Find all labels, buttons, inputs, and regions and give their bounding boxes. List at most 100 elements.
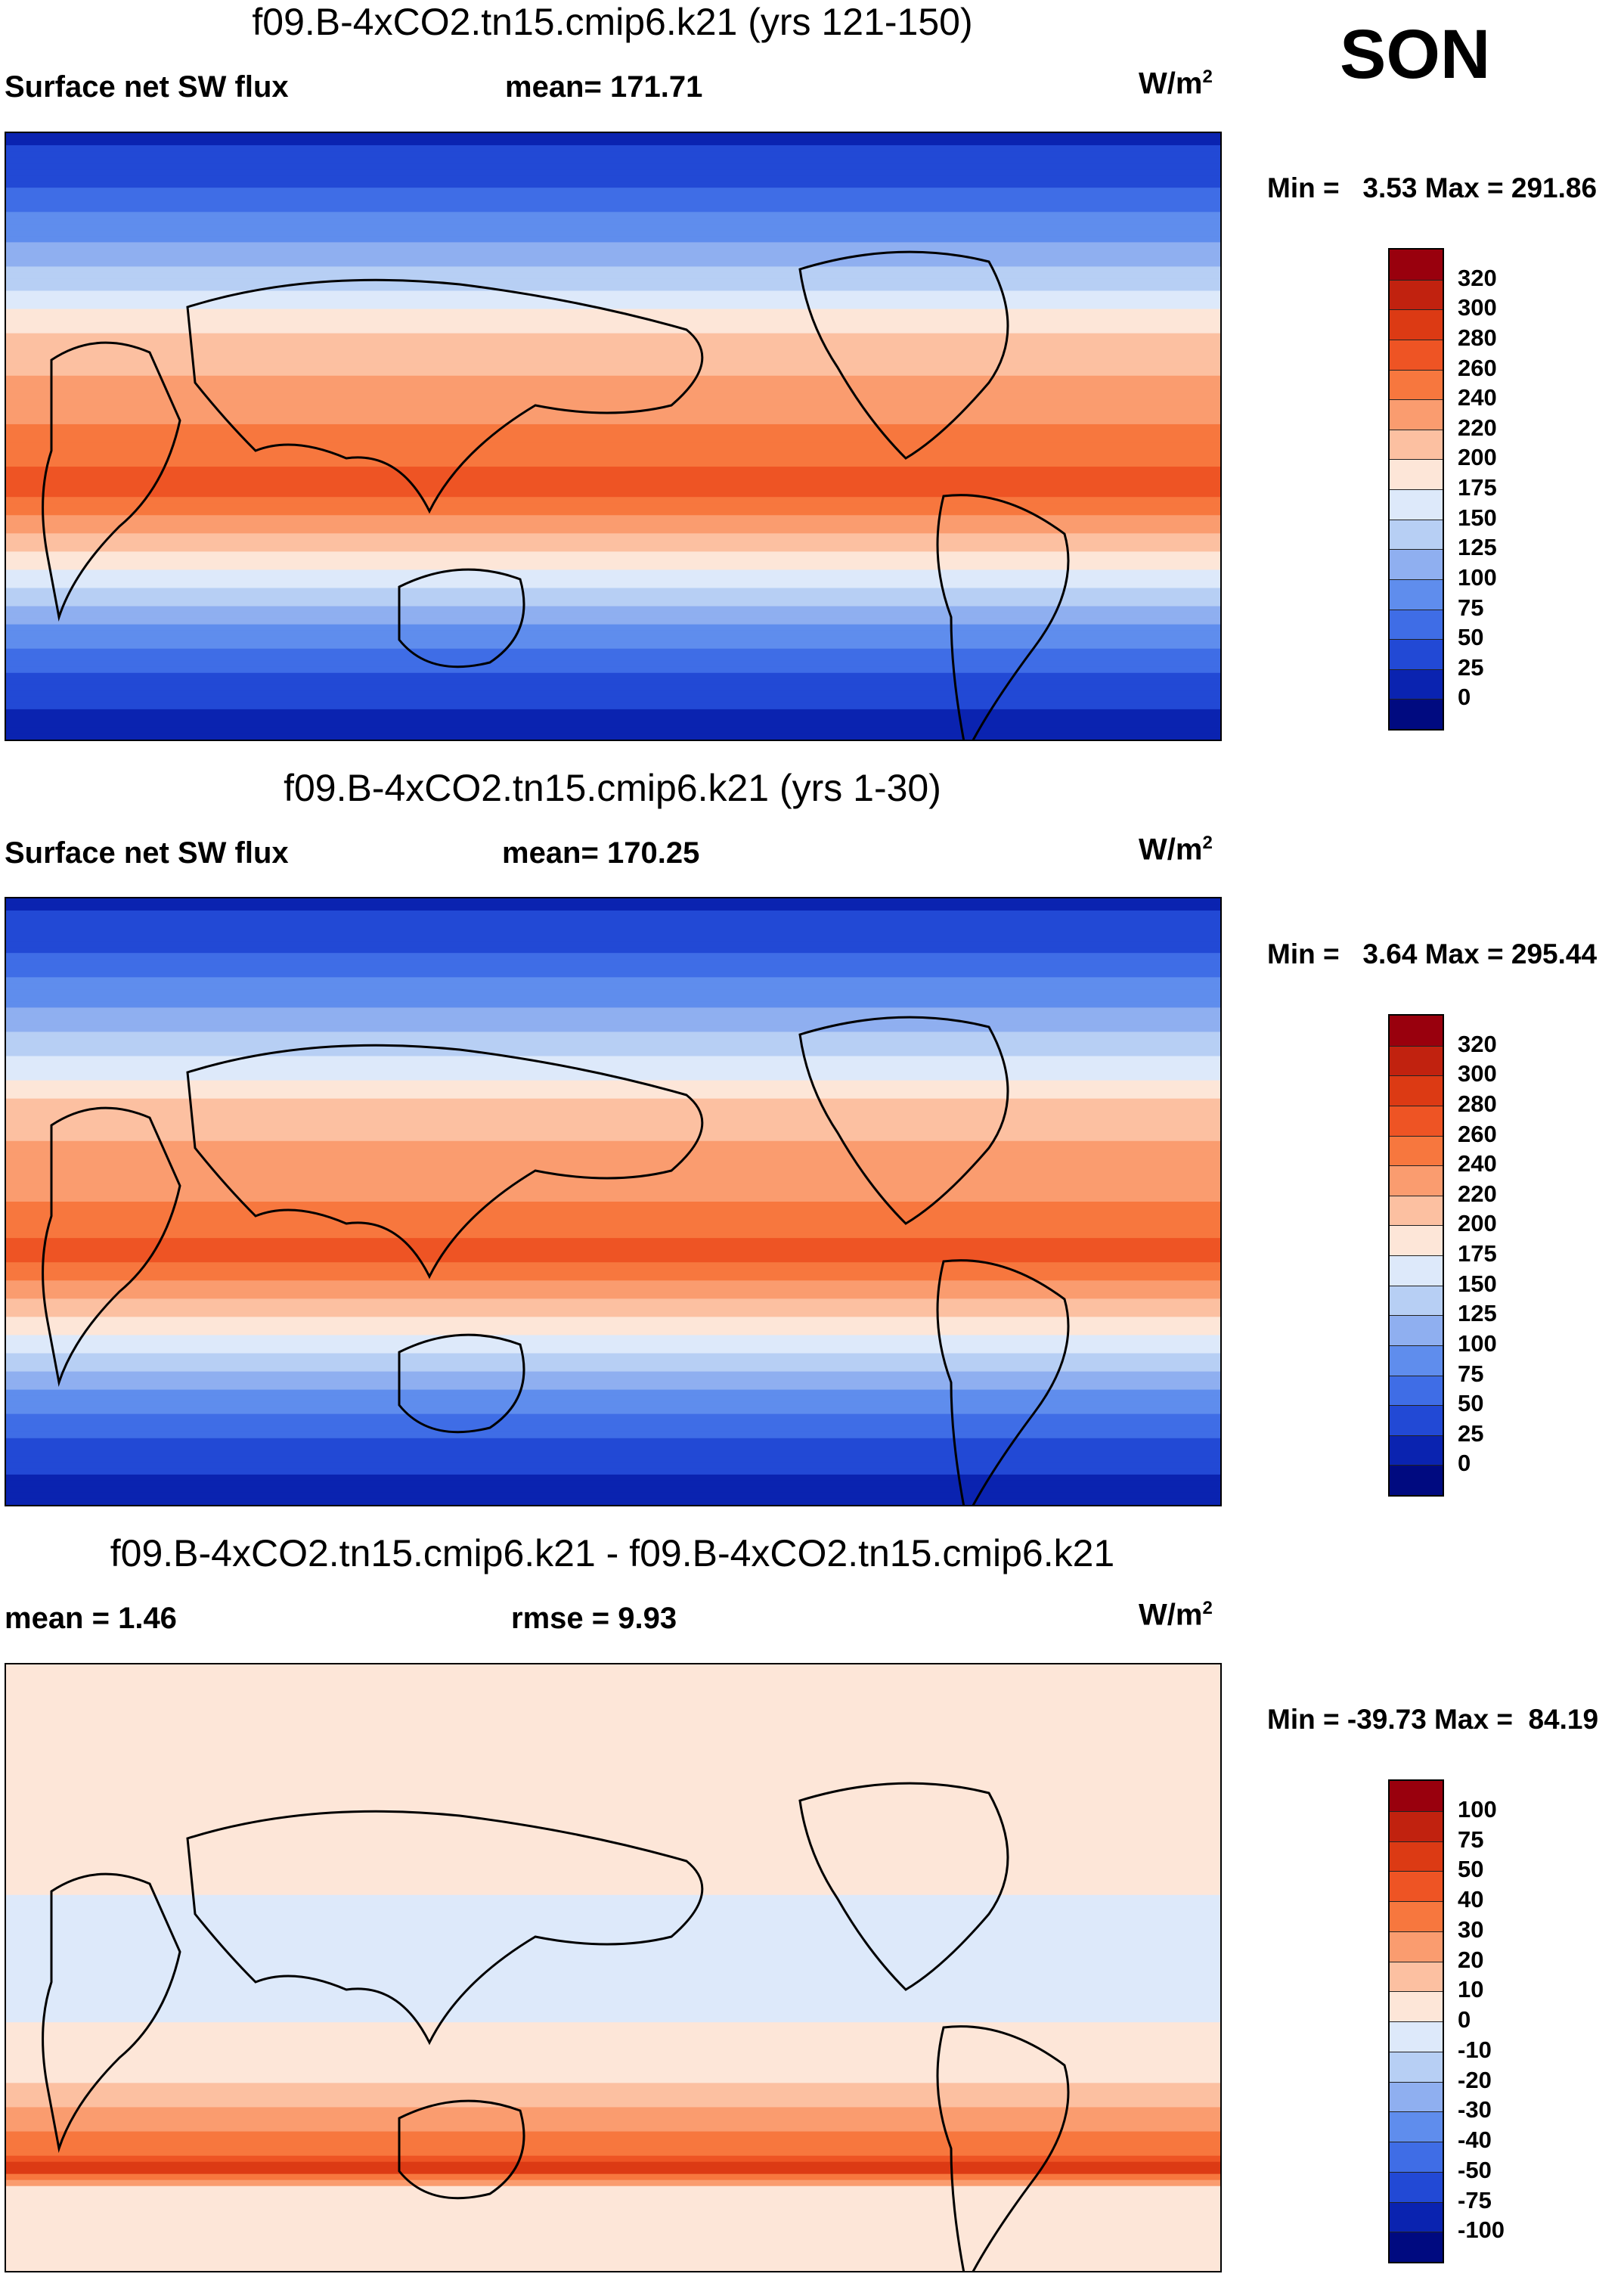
map-latitude-band	[6, 1353, 1220, 1360]
colorbar-segment	[1390, 369, 1443, 400]
map-latitude-band	[6, 1737, 1220, 1744]
map-latitude-band	[6, 315, 1220, 322]
map-latitude-band	[6, 2034, 1220, 2041]
panel2-units-label: W/m2	[1139, 833, 1213, 867]
colorbar-segment	[1390, 1991, 1443, 2021]
panel1-units-base: W/m	[1139, 67, 1203, 101]
map-latitude-band	[6, 181, 1220, 188]
colorbar-segment	[1390, 1016, 1443, 1046]
panel1-title: f09.B-4xCO2.tn15.cmip6.k21 (yrs 121-150)	[252, 1, 973, 43]
map-latitude-band	[6, 1773, 1220, 1780]
colorbar-tick-label: 300	[1458, 294, 1497, 321]
map-latitude-band	[6, 2204, 1220, 2211]
colorbar-segment	[1390, 1195, 1443, 1226]
map-latitude-band	[6, 600, 1220, 607]
map-latitude-band	[6, 339, 1220, 346]
map-latitude-band	[6, 733, 1220, 740]
panel1-colorbar	[1388, 248, 1444, 731]
map-latitude-band	[6, 1056, 1220, 1063]
map-latitude-band	[6, 1444, 1220, 1451]
map-latitude-band	[6, 1785, 1220, 1793]
colorbar-segment	[1390, 1105, 1443, 1136]
colorbar-tick-label: -75	[1458, 2186, 1492, 2213]
colorbar-segment	[1390, 1841, 1443, 1872]
panel1-map-field	[6, 133, 1220, 740]
map-latitude-band	[6, 1413, 1220, 1421]
colorbar-tick-label: 220	[1458, 414, 1497, 441]
map-latitude-band	[6, 2234, 1220, 2241]
map-latitude-band	[6, 2113, 1220, 2120]
panel1-units-label: W/m2	[1139, 67, 1213, 101]
map-latitude-band	[6, 2258, 1220, 2266]
map-latitude-band	[6, 206, 1220, 212]
map-latitude-band	[6, 2198, 1220, 2205]
panel3-rmse-label: rmse = 9.93	[511, 1602, 677, 1635]
map-latitude-band	[6, 721, 1220, 728]
map-latitude-band	[6, 2028, 1220, 2035]
colorbar-segment	[1390, 2232, 1443, 2262]
colorbar-tick-label: 300	[1458, 1060, 1497, 1087]
map-latitude-band	[6, 612, 1220, 619]
map-latitude-band	[6, 448, 1220, 455]
colorbar-tick-label: 20	[1458, 1946, 1484, 1973]
map-latitude-band	[6, 1779, 1220, 1786]
panel3-minmax-label: Min = -39.73 Max = 84.19	[1267, 1704, 1599, 1735]
map-latitude-band	[6, 569, 1220, 577]
map-latitude-band	[6, 582, 1220, 589]
map-latitude-band	[6, 461, 1220, 467]
colorbar-segment	[1390, 699, 1443, 729]
colorbar-segment	[1390, 2081, 1443, 2112]
map-latitude-band	[6, 2016, 1220, 2023]
map-latitude-band	[6, 1450, 1220, 1457]
map-latitude-band	[6, 296, 1220, 304]
map-latitude-band	[6, 1171, 1220, 1178]
map-latitude-band	[6, 977, 1220, 984]
map-latitude-band	[6, 1980, 1220, 1987]
map-latitude-band	[6, 1425, 1220, 1433]
map-latitude-band	[6, 563, 1220, 571]
map-latitude-band	[6, 1044, 1220, 1051]
colorbar-tick-label: 125	[1458, 534, 1497, 561]
map-latitude-band	[6, 485, 1220, 492]
colorbar-segment	[1390, 489, 1443, 520]
panel2-variable-label: Surface net SW flux	[5, 836, 289, 870]
colorbar-tick-label: 220	[1458, 1180, 1497, 1207]
colorbar-tick-label: 100	[1458, 1795, 1497, 1823]
colorbar-tick-label: 200	[1458, 444, 1497, 471]
map-latitude-band	[6, 2010, 1220, 2017]
map-latitude-band	[6, 2264, 1220, 2271]
map-latitude-band	[6, 266, 1220, 274]
map-latitude-band	[6, 575, 1220, 583]
map-latitude-band	[6, 1050, 1220, 1057]
map-latitude-band	[6, 1689, 1220, 1695]
map-latitude-band	[6, 2161, 1220, 2169]
map-latitude-band	[6, 1767, 1220, 1774]
panel1-map	[5, 132, 1222, 741]
map-latitude-band	[6, 1671, 1220, 1677]
map-latitude-band	[6, 145, 1220, 152]
map-latitude-band	[6, 941, 1220, 948]
colorbar-segment	[1390, 1810, 1443, 1841]
colorbar-segment	[1390, 609, 1443, 640]
map-latitude-band	[6, 1183, 1220, 1190]
map-latitude-band	[6, 1840, 1220, 1847]
map-latitude-band	[6, 399, 1220, 407]
map-latitude-band	[6, 1419, 1220, 1427]
map-latitude-band	[6, 2179, 1220, 2187]
colorbar-tick-label: -100	[1458, 2217, 1505, 2244]
colorbar-segment	[1390, 2111, 1443, 2142]
colorbar-tick-label: 0	[1458, 1450, 1471, 1477]
panel1-units-exponent: 2	[1202, 67, 1213, 87]
map-latitude-band	[6, 1074, 1220, 1081]
map-latitude-band	[6, 345, 1220, 352]
colorbar-tick-label: 100	[1458, 563, 1497, 591]
map-latitude-band	[6, 1719, 1220, 1726]
map-latitude-band	[6, 2071, 1220, 2077]
map-latitude-band	[6, 1474, 1220, 1481]
map-latitude-band	[6, 1834, 1220, 1841]
map-latitude-band	[6, 1019, 1220, 1027]
map-latitude-band	[6, 2252, 1220, 2260]
panel1-mean-label: mean= 171.71	[505, 70, 703, 104]
colorbar-tick-label: -50	[1458, 2156, 1492, 2183]
map-latitude-band	[6, 1007, 1220, 1014]
